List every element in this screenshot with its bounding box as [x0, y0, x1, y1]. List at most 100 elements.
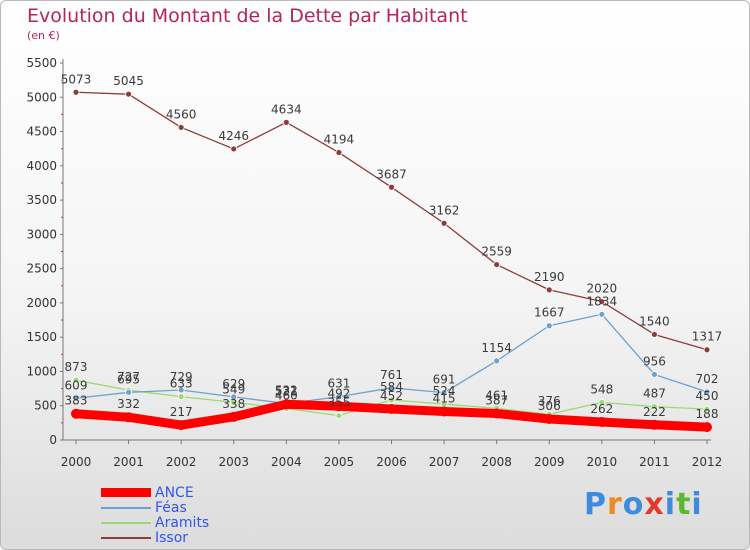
y-tick-label: 2500: [26, 262, 57, 276]
data-label: 956: [643, 354, 666, 368]
y-tick-label: 1500: [26, 330, 57, 344]
legend-label: Issor: [155, 529, 189, 546]
data-label: 355: [327, 396, 350, 410]
data-label: 4194: [324, 133, 355, 147]
data-point: [440, 389, 448, 397]
data-label: 5045: [113, 74, 144, 88]
x-tick-label: 2008: [481, 455, 512, 469]
data-label: 1154: [481, 341, 512, 355]
data-label: 4246: [218, 129, 249, 143]
data-point: [703, 388, 711, 396]
data-label: 222: [643, 405, 666, 419]
data-point: [545, 322, 553, 330]
data-label: 5073: [61, 72, 92, 86]
data-label: 1540: [639, 314, 670, 328]
data-point: [388, 396, 395, 404]
data-label: 450: [696, 389, 719, 403]
series-line-issor: [75, 91, 708, 351]
data-point: [388, 384, 395, 392]
data-point: [598, 399, 606, 406]
data-label: 3162: [429, 203, 460, 217]
data-label: 487: [643, 387, 666, 401]
data-label: 2020: [587, 282, 618, 296]
data-point: [493, 261, 501, 268]
data-point: [333, 401, 344, 412]
logo-letter: x: [644, 487, 665, 522]
data-label: 3687: [376, 167, 407, 181]
proxiti-logo: Proxiti: [584, 487, 703, 522]
legend-label: ANCE: [155, 484, 194, 501]
data-label: 188: [696, 407, 719, 421]
data-point: [123, 412, 134, 423]
data-label: 532: [275, 384, 298, 398]
data-point: [72, 376, 80, 384]
data-label: 629: [222, 377, 245, 391]
y-tick-label: 2000: [26, 296, 57, 310]
data-point: [651, 371, 658, 378]
y-tick-label: 1000: [26, 364, 57, 378]
data-label: 631: [327, 377, 350, 391]
data-label: 338: [222, 397, 245, 411]
data-label: 2559: [481, 245, 512, 259]
y-tick-label: 5000: [26, 90, 57, 104]
data-label: 1834: [587, 294, 618, 308]
data-point: [651, 331, 658, 338]
data-label: 383: [65, 394, 88, 408]
data-point: [177, 386, 185, 394]
data-point: [491, 408, 502, 419]
data-point: [335, 412, 343, 420]
data-point: [544, 414, 555, 425]
data-label: 584: [380, 380, 403, 394]
data-label: 633: [170, 377, 193, 391]
data-label: 332: [117, 397, 140, 411]
y-tick-label: 4000: [26, 159, 57, 173]
data-label: 492: [327, 386, 350, 400]
chart-title: Evolution du Montant de la Dette par Hab…: [27, 5, 468, 27]
x-tick-label: 2001: [113, 455, 144, 469]
data-point: [72, 394, 80, 402]
x-tick-label: 2002: [166, 455, 197, 469]
x-tick-label: 2010: [587, 455, 618, 469]
data-label: 460: [275, 388, 298, 402]
data-point: [230, 145, 238, 153]
legend-item: Féas: [101, 500, 209, 516]
data-label: 702: [696, 372, 719, 386]
data-label: 1667: [534, 306, 565, 320]
data-point: [703, 405, 711, 413]
data-label: 306: [538, 399, 561, 413]
data-point: [177, 393, 185, 401]
data-label: 548: [590, 382, 613, 396]
data-label: 761: [380, 368, 403, 382]
data-point: [335, 149, 343, 156]
logo-letter: i: [691, 487, 703, 522]
x-tick-label: 2005: [324, 455, 355, 469]
data-label: 729: [170, 370, 193, 384]
logo-letter: P: [584, 487, 607, 522]
x-tick-label: 2007: [429, 455, 460, 469]
chart-subtitle: (en €): [27, 29, 60, 42]
data-point: [545, 286, 553, 294]
data-label: 521: [275, 384, 298, 398]
data-label: 1317: [692, 330, 723, 344]
data-point: [228, 411, 239, 422]
legend-item: Aramits: [101, 515, 209, 531]
data-label: 217: [170, 405, 193, 419]
data-point: [702, 422, 712, 433]
data-point: [440, 219, 448, 227]
legend-item: ANCE: [101, 484, 209, 501]
data-label: 4634: [271, 102, 302, 116]
data-label: 452: [380, 389, 403, 403]
data-point: [177, 124, 185, 131]
data-point: [388, 183, 395, 191]
y-tick-label: 0: [49, 433, 57, 447]
x-tick-label: 2011: [639, 455, 670, 469]
chart-legend: ANCE Féas Aramits Issor: [101, 484, 209, 546]
legend-swatch: [101, 521, 151, 524]
data-label: 415: [433, 392, 456, 406]
data-label: 695: [117, 372, 140, 386]
data-label: 691: [433, 373, 456, 387]
data-label: 262: [590, 402, 613, 416]
x-tick-label: 2003: [218, 455, 249, 469]
